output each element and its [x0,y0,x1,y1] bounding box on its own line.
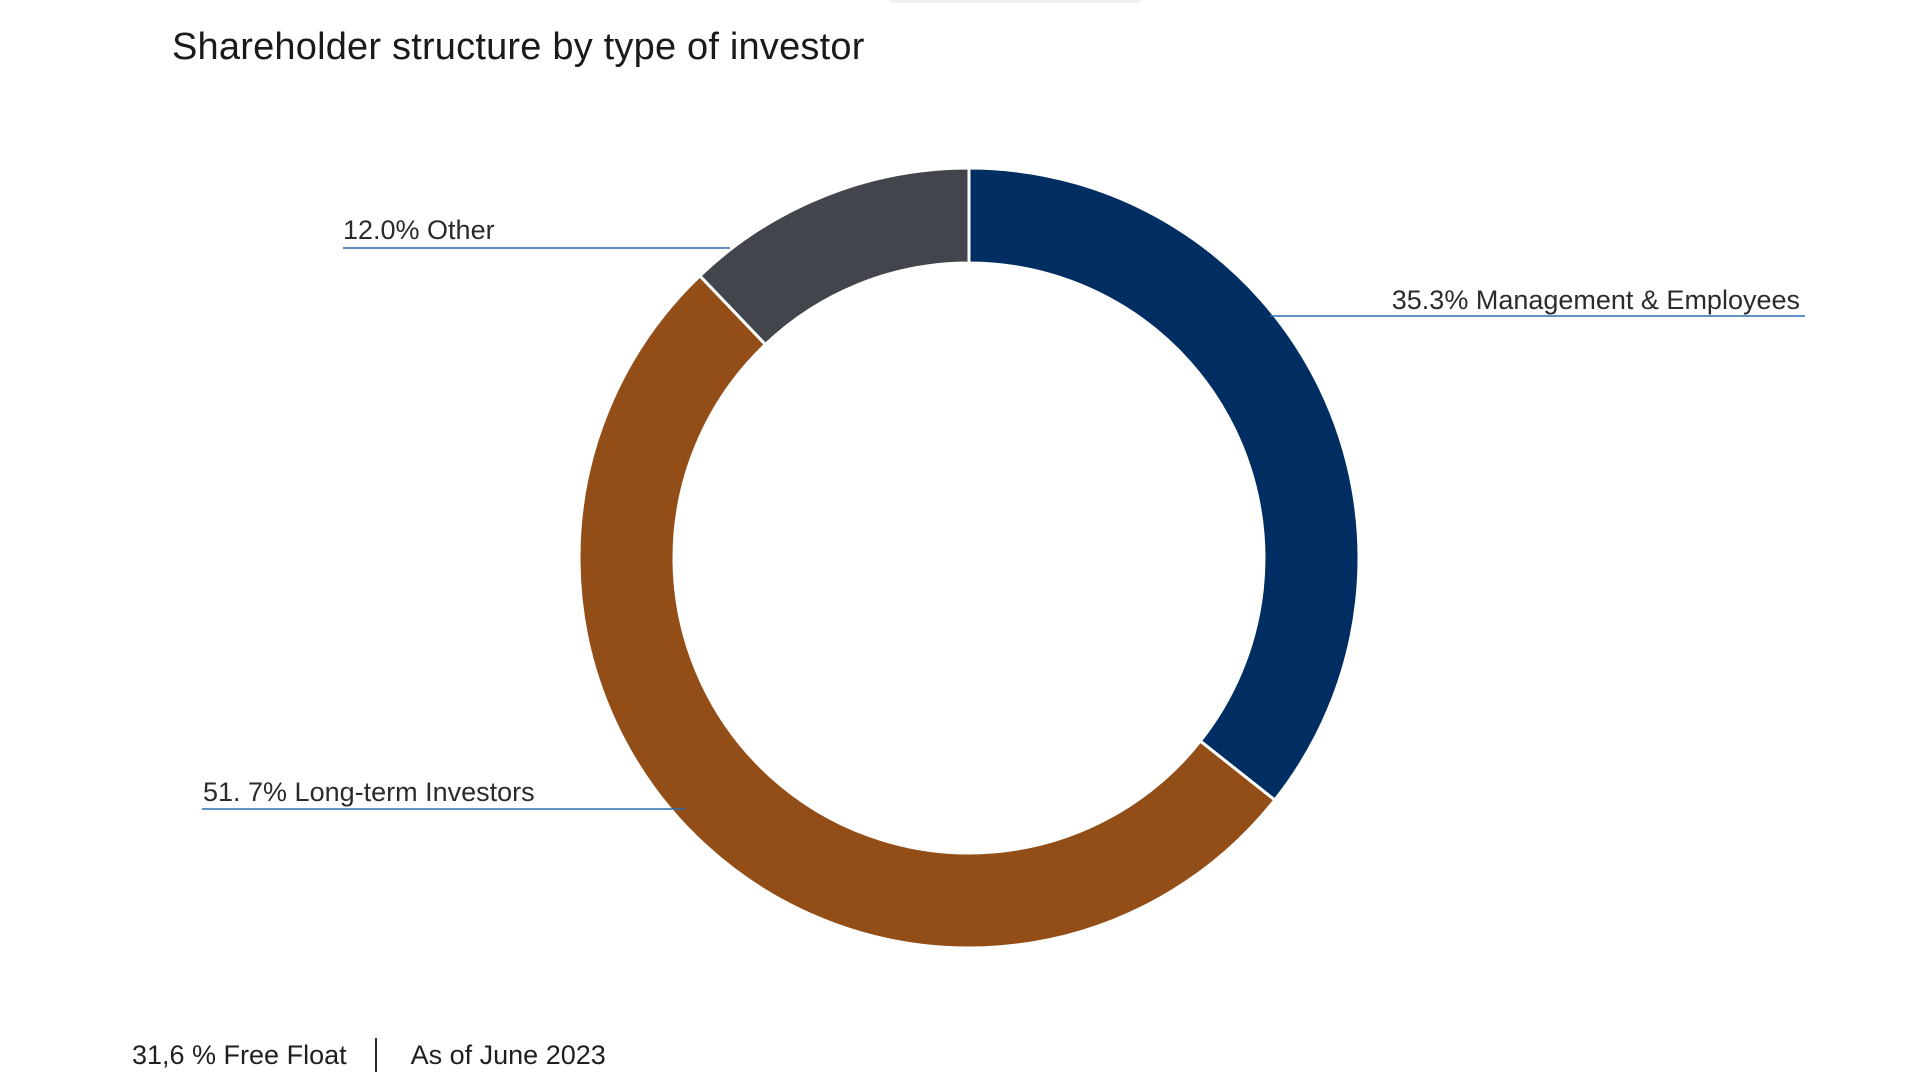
donut-slice-long-term-investors [577,273,1277,950]
slice-labels: 35.3% Management & Employees 51. 7% Long… [202,215,1805,810]
slice-label-management: 35.3% Management & Employees [1392,285,1800,315]
donut-slice-management-employees [967,166,1361,803]
chart-title: Shareholder structure by type of investo… [172,26,865,68]
free-float-note: 31,6 % Free Float [132,1039,347,1070]
donut-slices [577,166,1361,950]
as-of-date: As of June 2023 [410,1039,606,1070]
footer-divider [374,1038,377,1072]
donut-slice-other [697,166,971,347]
slice-label-long-term: 51. 7% Long-term Investors [203,777,535,807]
chart-footer: 31,6 % Free Float As of June 2023 [132,1038,606,1072]
top-edge-shadow [890,0,1140,3]
slice-label-other: 12.0% Other [343,215,495,245]
